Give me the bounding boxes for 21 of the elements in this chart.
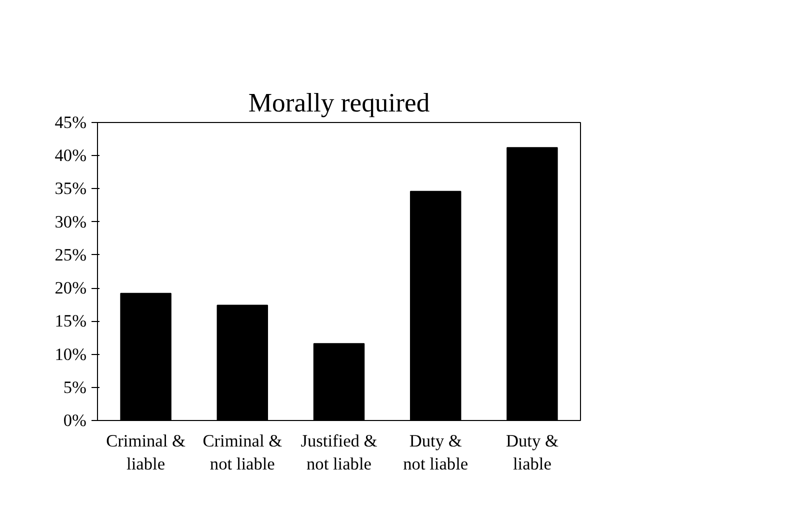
y-tick-label: 30% xyxy=(54,212,87,232)
bar xyxy=(120,292,172,420)
y-tick-label: 10% xyxy=(54,344,87,364)
y-tick-label: 40% xyxy=(54,146,87,166)
bar xyxy=(410,190,462,420)
y-tick-label: 25% xyxy=(54,245,87,264)
x-tick-label: Criminal & liable xyxy=(106,432,186,474)
chart-title: Morally required xyxy=(248,88,430,118)
y-tick-label: 5% xyxy=(63,378,87,397)
y-tick-label: 15% xyxy=(54,312,87,331)
y-tick-label: 0% xyxy=(63,411,87,430)
bar xyxy=(506,147,558,420)
y-tick-label: 35% xyxy=(54,179,87,198)
x-tick-label: Justified & not liable xyxy=(300,432,378,474)
x-tick-label: Duty & not liable xyxy=(403,432,468,474)
x-tick-label: Criminal & not liable xyxy=(202,432,283,474)
y-tick-label: 20% xyxy=(54,278,87,298)
bar xyxy=(313,343,365,420)
x-tick-label: Duty & liable xyxy=(506,432,559,474)
bar xyxy=(216,304,268,420)
y-tick-label: 45% xyxy=(54,113,87,132)
